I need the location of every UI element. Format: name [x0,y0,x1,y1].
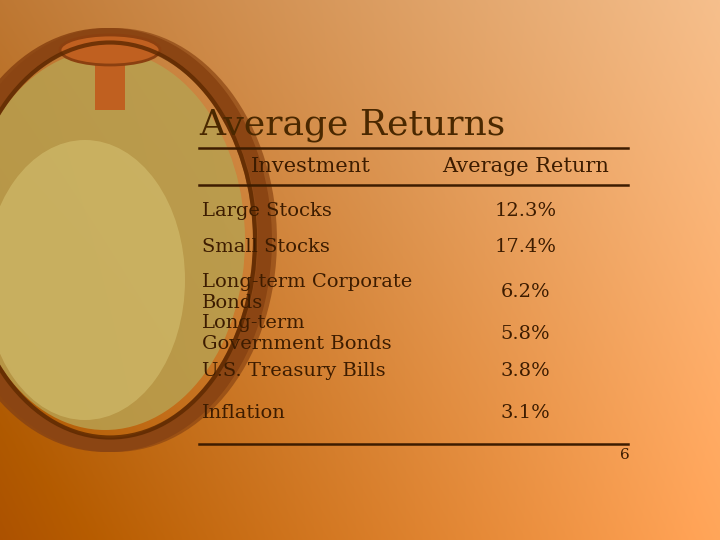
Text: 3.8%: 3.8% [500,362,550,380]
Text: Long-term Corporate
Bonds: Long-term Corporate Bonds [202,273,412,312]
Text: 3.1%: 3.1% [500,404,550,422]
Text: 17.4%: 17.4% [494,238,557,256]
Text: 12.3%: 12.3% [494,202,557,220]
Text: Inflation: Inflation [202,404,285,422]
Text: 6.2%: 6.2% [500,284,550,301]
Text: 6: 6 [621,448,630,462]
Polygon shape [95,50,125,110]
Text: Long-term
Government Bonds: Long-term Government Bonds [202,314,391,353]
Ellipse shape [0,50,245,430]
Text: Large Stocks: Large Stocks [202,202,331,220]
Ellipse shape [60,35,160,65]
Text: Investment: Investment [251,157,370,176]
Text: Average Returns: Average Returns [199,109,505,143]
Text: 5.8%: 5.8% [500,325,550,343]
Text: Average Return: Average Return [442,157,608,176]
Ellipse shape [0,140,185,420]
Text: Small Stocks: Small Stocks [202,238,330,256]
Text: U.S. Treasury Bills: U.S. Treasury Bills [202,362,385,380]
